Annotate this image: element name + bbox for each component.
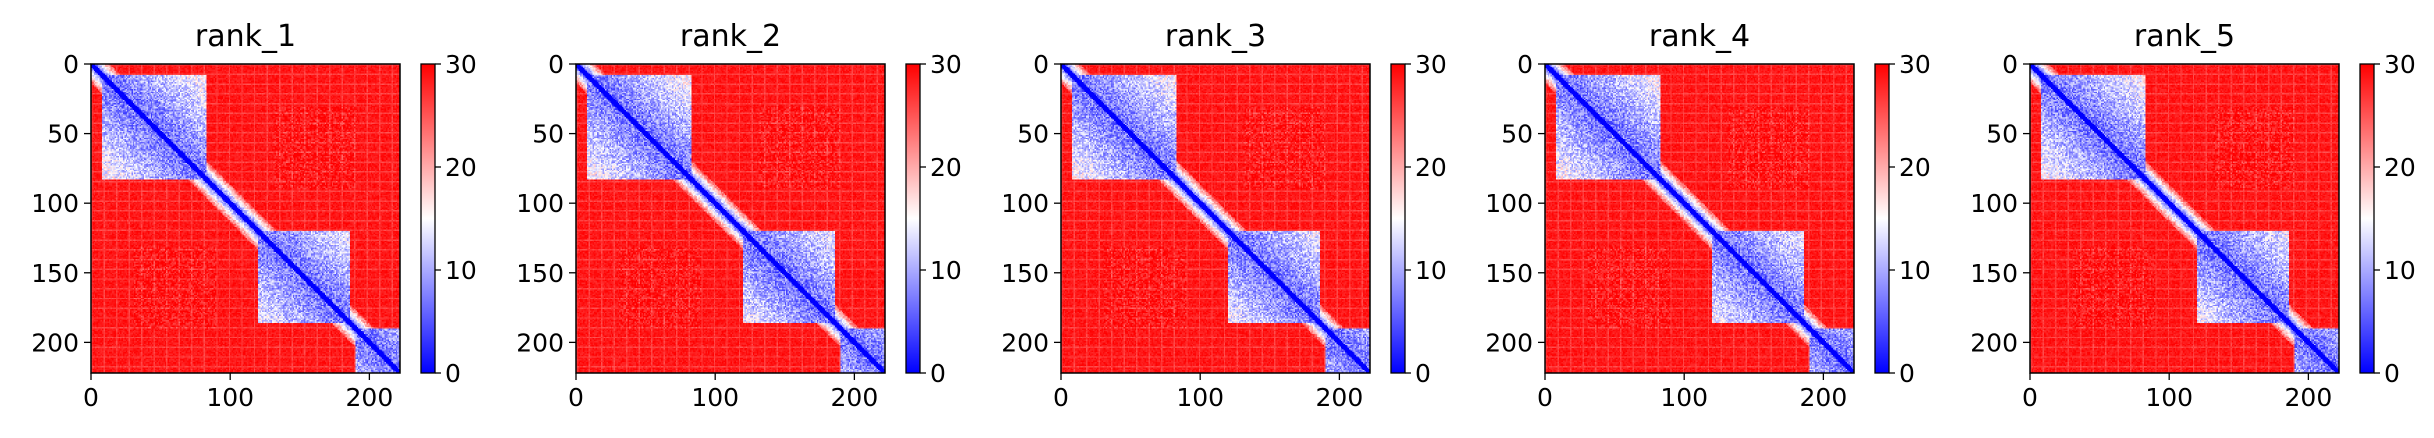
- colorbar-tick-label: 0: [930, 359, 946, 388]
- colorbar-tick-label: 30: [1899, 50, 1931, 79]
- y-tick-label: 150: [516, 259, 564, 288]
- y-tick-label: 150: [1970, 259, 2018, 288]
- colorbar-tick-label: 20: [930, 153, 962, 182]
- colorbar-frame: [1390, 63, 1406, 374]
- colorbar-gradient: [2360, 64, 2374, 373]
- y-tick-label: 200: [1485, 328, 1533, 357]
- x-tick-label: 100: [1176, 383, 1224, 412]
- colorbar-tick-label: 10: [2384, 256, 2416, 285]
- colorbar-tick-label: 30: [2384, 50, 2416, 79]
- colorbar-tick-label: 20: [1415, 153, 1447, 182]
- y-tick-label: 100: [516, 189, 564, 218]
- colorbar-tick-label: 10: [1899, 256, 1931, 285]
- heatmap-image: [576, 64, 885, 373]
- y-tick-label: 50: [1017, 120, 1049, 149]
- colorbar-tick-label: 0: [1415, 359, 1431, 388]
- colorbar-tick-label: 10: [1415, 256, 1447, 285]
- colorbar-tick-label: 10: [930, 256, 962, 285]
- plot-frame: [2029, 63, 2340, 374]
- y-tick-label: 0: [1517, 50, 1533, 79]
- x-tick-label: 100: [691, 383, 739, 412]
- colorbar-frame: [2359, 63, 2375, 374]
- y-tick-label: 50: [1501, 120, 1533, 149]
- heatmap-image: [1061, 64, 1370, 373]
- colorbar-frame: [1874, 63, 1890, 374]
- plot-frame: [1060, 63, 1371, 374]
- x-tick-label: 100: [1660, 383, 1708, 412]
- heatmap-image: [2030, 64, 2339, 373]
- panel-title: rank_3: [1165, 19, 1266, 54]
- colorbar-tick-label: 30: [445, 50, 477, 79]
- y-tick-label: 50: [1986, 120, 2018, 149]
- colorbar-tick-label: 0: [1899, 359, 1915, 388]
- x-tick-label: 200: [831, 383, 879, 412]
- x-tick-label: 0: [568, 383, 584, 412]
- colorbar-tick-label: 0: [2384, 359, 2400, 388]
- plot-frame: [575, 63, 886, 374]
- x-tick-label: 100: [2145, 383, 2193, 412]
- x-tick-label: 0: [2022, 383, 2038, 412]
- colorbar-tick-label: 30: [1415, 50, 1447, 79]
- x-tick-label: 100: [206, 383, 254, 412]
- x-tick-label: 200: [1800, 383, 1848, 412]
- colorbar-frame: [420, 63, 436, 374]
- colorbar-tick-label: 0: [445, 359, 461, 388]
- colorbar-frame: [905, 63, 921, 374]
- colorbar-tick-label: 20: [2384, 153, 2416, 182]
- y-tick-label: 100: [1485, 189, 1533, 218]
- heatmap-image: [91, 64, 400, 373]
- y-tick-label: 100: [1001, 189, 1049, 218]
- y-tick-label: 100: [1970, 189, 2018, 218]
- y-tick-label: 0: [548, 50, 564, 79]
- y-tick-label: 150: [31, 259, 79, 288]
- y-tick-label: 150: [1485, 259, 1533, 288]
- x-tick-label: 0: [1053, 383, 1069, 412]
- x-tick-label: 200: [346, 383, 394, 412]
- x-tick-label: 200: [1316, 383, 1364, 412]
- x-tick-label: 200: [2285, 383, 2333, 412]
- y-tick-label: 0: [2002, 50, 2018, 79]
- panel-title: rank_2: [680, 19, 781, 54]
- y-tick-label: 150: [1001, 259, 1049, 288]
- colorbar-gradient: [906, 64, 920, 373]
- plot-frame: [90, 63, 401, 374]
- y-tick-label: 200: [1970, 328, 2018, 357]
- y-tick-label: 200: [516, 328, 564, 357]
- x-tick-label: 0: [1537, 383, 1553, 412]
- colorbar-tick-label: 20: [1899, 153, 1931, 182]
- x-tick-label: 0: [83, 383, 99, 412]
- y-tick-label: 100: [31, 189, 79, 218]
- heatmap-image: [1545, 64, 1854, 373]
- panel-title: rank_4: [1649, 19, 1750, 54]
- plot-frame: [1544, 63, 1855, 374]
- panel-title: rank_1: [195, 19, 296, 54]
- colorbar-gradient: [421, 64, 435, 373]
- y-tick-label: 50: [532, 120, 564, 149]
- colorbar-tick-label: 30: [930, 50, 962, 79]
- y-tick-label: 200: [31, 328, 79, 357]
- panel-title: rank_5: [2134, 19, 2235, 54]
- y-tick-label: 200: [1001, 328, 1049, 357]
- y-tick-label: 0: [63, 50, 79, 79]
- y-tick-label: 50: [47, 120, 79, 149]
- colorbar-tick-label: 20: [445, 153, 477, 182]
- colorbar-gradient: [1875, 64, 1889, 373]
- colorbar-tick-label: 10: [445, 256, 477, 285]
- y-tick-label: 0: [1033, 50, 1049, 79]
- colorbar-gradient: [1391, 64, 1405, 373]
